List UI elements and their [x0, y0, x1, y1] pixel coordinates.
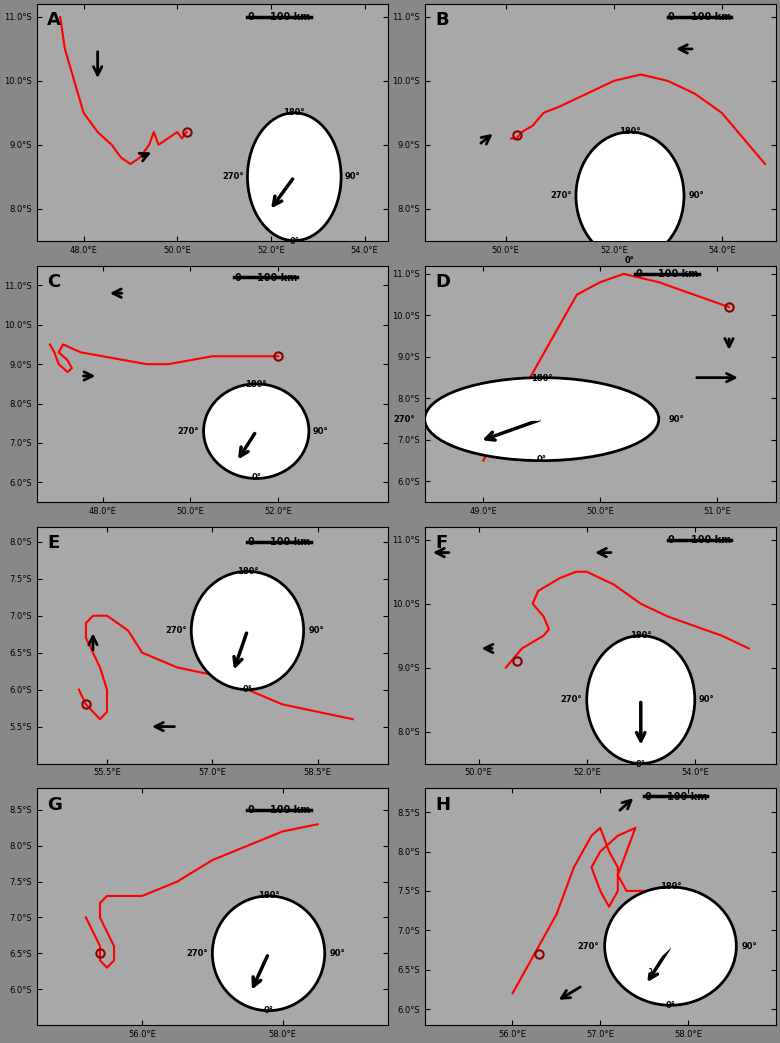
- Text: 0°: 0°: [264, 1006, 274, 1015]
- Text: 0: 0: [234, 272, 241, 283]
- Text: 180°: 180°: [283, 107, 305, 117]
- Text: 90°: 90°: [699, 695, 715, 704]
- Text: 90°: 90°: [308, 626, 324, 635]
- Circle shape: [204, 384, 309, 479]
- Text: 180°: 180°: [257, 892, 279, 900]
- Text: 270°: 270°: [222, 172, 243, 181]
- Text: 270°: 270°: [578, 942, 599, 950]
- Text: 180°: 180°: [619, 127, 641, 136]
- Text: C: C: [48, 272, 61, 291]
- Text: 100 km: 100 km: [271, 13, 310, 22]
- Text: 180°: 180°: [630, 631, 651, 639]
- Text: 0: 0: [247, 805, 254, 816]
- Text: E: E: [48, 534, 59, 552]
- Text: 0: 0: [247, 537, 254, 548]
- Text: 0: 0: [644, 792, 651, 802]
- Text: 0°: 0°: [636, 759, 646, 769]
- Text: 0: 0: [247, 13, 254, 22]
- Text: D: D: [435, 272, 450, 291]
- Circle shape: [576, 132, 684, 260]
- Text: 270°: 270°: [186, 949, 207, 957]
- Text: 100 km: 100 km: [691, 535, 731, 545]
- Text: 180°: 180°: [531, 374, 552, 384]
- Text: 270°: 270°: [394, 415, 415, 423]
- Text: 270°: 270°: [178, 427, 200, 436]
- Circle shape: [587, 635, 695, 763]
- Text: 90°: 90°: [345, 172, 360, 181]
- Text: B: B: [435, 11, 448, 29]
- Text: 90°: 90°: [668, 415, 684, 423]
- Text: 0°: 0°: [243, 685, 253, 695]
- Text: 270°: 270°: [561, 695, 583, 704]
- Circle shape: [424, 378, 659, 461]
- Text: 180°: 180°: [660, 882, 681, 892]
- Text: F: F: [435, 534, 448, 552]
- Text: 100 km: 100 km: [257, 272, 297, 283]
- Text: 180°: 180°: [246, 380, 267, 389]
- Text: 0°: 0°: [289, 237, 300, 246]
- Text: 270°: 270°: [165, 626, 186, 635]
- Circle shape: [604, 887, 736, 1005]
- Text: 0°: 0°: [537, 455, 547, 464]
- Text: A: A: [48, 11, 61, 29]
- Text: 0: 0: [668, 535, 675, 545]
- Text: 100 km: 100 km: [271, 805, 310, 816]
- Text: 0°: 0°: [625, 256, 635, 265]
- Circle shape: [247, 113, 341, 241]
- Text: 90°: 90°: [329, 949, 345, 957]
- Text: H: H: [435, 796, 450, 814]
- Text: 0°: 0°: [665, 1001, 675, 1010]
- Text: 100 km: 100 km: [658, 269, 699, 280]
- Text: 0°: 0°: [251, 474, 261, 482]
- Text: 0: 0: [668, 13, 675, 22]
- Text: 90°: 90°: [313, 427, 329, 436]
- Text: 100 km: 100 km: [667, 792, 707, 802]
- Text: 100 km: 100 km: [691, 13, 731, 22]
- Text: 180°: 180°: [236, 566, 258, 576]
- Text: 0: 0: [636, 269, 642, 280]
- Circle shape: [191, 572, 303, 689]
- Text: 90°: 90°: [742, 942, 757, 950]
- Circle shape: [212, 896, 324, 1011]
- Text: 90°: 90°: [688, 192, 704, 200]
- Text: 100 km: 100 km: [271, 537, 310, 548]
- Text: 270°: 270°: [550, 192, 572, 200]
- Text: G: G: [48, 796, 62, 814]
